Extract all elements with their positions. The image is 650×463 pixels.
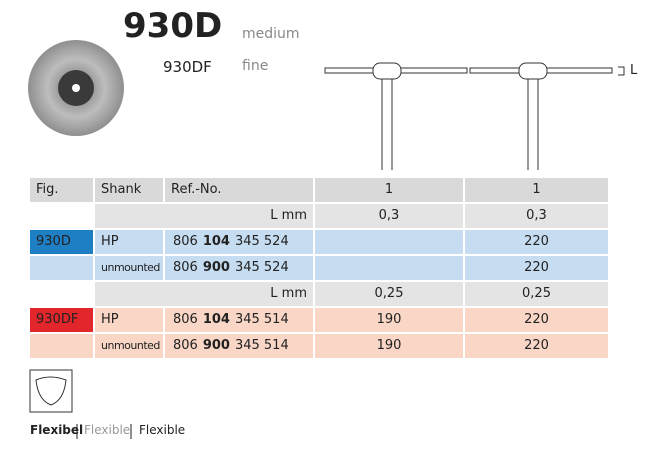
value-cell: 0,3: [465, 204, 608, 228]
value-cell: 0,3: [315, 204, 463, 228]
fig-cell: [30, 334, 93, 358]
separators: [76, 424, 132, 439]
shank-cell: unmounted: [95, 256, 163, 280]
ref-part: 900: [202, 260, 230, 275]
column-header: 1: [465, 178, 608, 202]
ref-part: 806: [173, 234, 198, 249]
shank-cell: HP: [95, 230, 163, 254]
value-cell: 0,25: [315, 282, 463, 306]
shank-cell: HP: [95, 308, 163, 332]
disk-hole: [72, 84, 80, 92]
column-header: 1: [315, 178, 463, 202]
ref-part: 806: [173, 260, 198, 275]
title: 930D: [123, 6, 223, 46]
dimension-label: L mm: [95, 204, 313, 228]
fig-cell: [30, 256, 93, 280]
ref-cell: 806 900 345 524: [165, 256, 313, 280]
value-cell: 190: [315, 334, 463, 358]
value-cell: 220: [465, 334, 608, 358]
ref-part: 345 514: [234, 338, 289, 353]
value-cell: 0,25: [465, 282, 608, 306]
ref-part: 806: [173, 312, 198, 327]
subtitle: 930DF: [163, 58, 212, 76]
ref-part: 806: [173, 338, 198, 353]
column-header: Fig.: [30, 178, 93, 202]
fig-cell: [30, 282, 93, 306]
ref-cell: 806 900 345 514: [165, 334, 313, 358]
ref-part: 900: [202, 338, 230, 353]
value-cell: [315, 256, 463, 280]
column-header: Ref.-No.: [165, 178, 313, 202]
column-header: Shank: [95, 178, 163, 202]
ref-part: 345 514: [234, 312, 289, 327]
ref-part: 104: [202, 312, 230, 327]
ref-cell: 806 104 345 524: [165, 230, 313, 254]
value-cell: 220: [465, 230, 608, 254]
fig-cell: [30, 204, 93, 228]
ref-part: 345 524: [234, 260, 289, 275]
ref-part: 104: [202, 234, 230, 249]
fig-cell: 930DF: [30, 308, 93, 332]
footer-item: Flexible: [84, 423, 131, 437]
value-cell: 220: [465, 256, 608, 280]
fig-cell: 930D: [30, 230, 93, 254]
subtitle-note: fine: [242, 58, 269, 74]
value-cell: 190: [315, 308, 463, 332]
footer-item: Flexible: [139, 423, 186, 437]
value-cell: 220: [465, 308, 608, 332]
title-note: medium: [242, 26, 300, 42]
ref-cell: 806 104 345 514: [165, 308, 313, 332]
diagram-label: L: [630, 63, 638, 78]
ref-part: 345 524: [234, 234, 289, 249]
dimension-label: L mm: [95, 282, 313, 306]
footer-item: Flexibel: [30, 423, 84, 437]
shank-cell: unmounted: [95, 334, 163, 358]
value-cell: [315, 230, 463, 254]
